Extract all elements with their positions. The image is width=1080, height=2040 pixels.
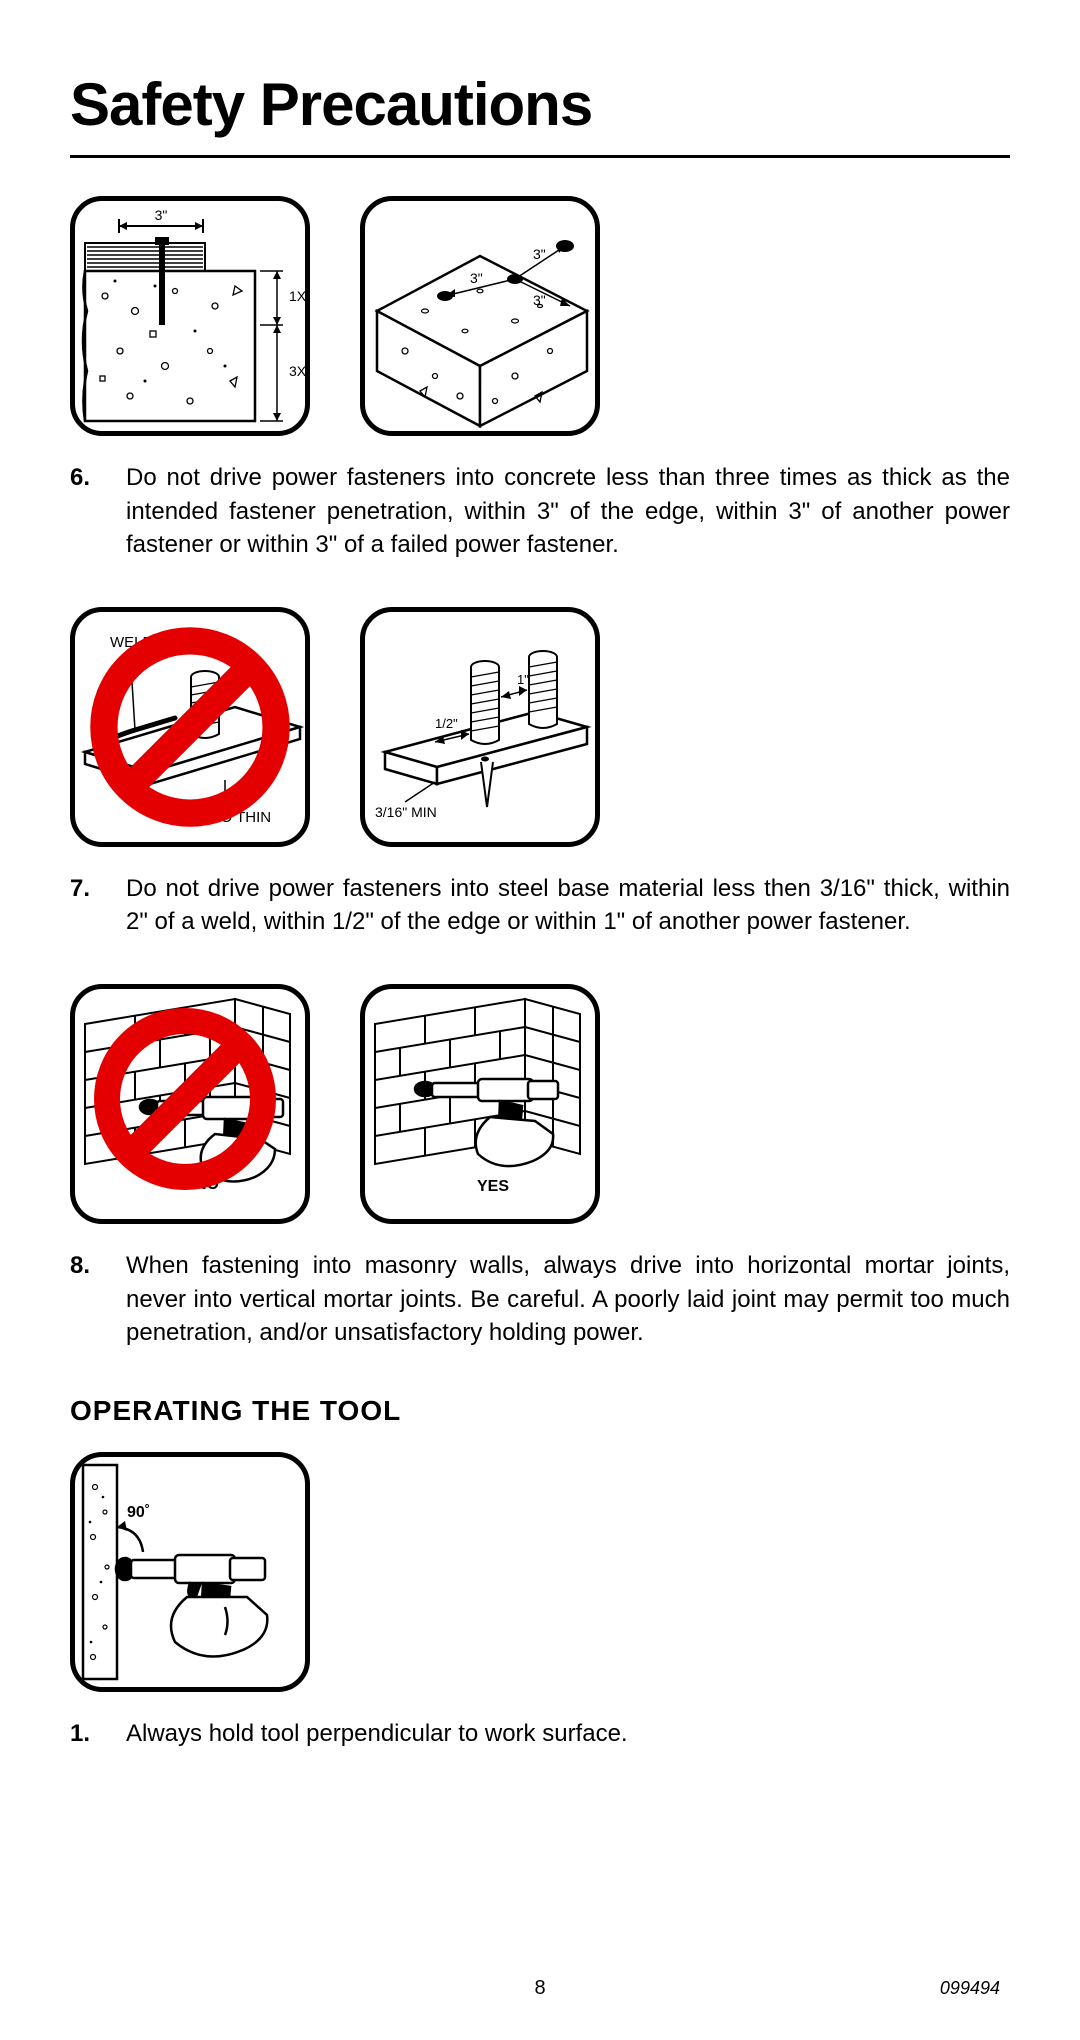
figure-steel-prohibited: WELD TOO THIN: [70, 607, 310, 847]
figure-masonry-wrong: NO: [70, 984, 310, 1224]
section-heading-operating: OPERATING THE TOOL: [70, 1395, 1010, 1427]
label-90deg: 90˚: [127, 1504, 150, 1521]
label-no: NO: [195, 1176, 219, 1193]
figure-row-2: WELD TOO THIN: [70, 607, 1010, 847]
figure-concrete-depth: 3": [70, 196, 310, 436]
figure-row-3: NO: [70, 984, 1010, 1224]
item-6-text: Do not drive power fasteners into concre…: [126, 461, 1010, 562]
item-6: 6. Do not drive power fasteners into con…: [70, 461, 1010, 562]
item-7-number: 7.: [70, 872, 104, 939]
item-8: 8. When fastening into masonry walls, al…: [70, 1249, 1010, 1350]
doc-number: 099494: [940, 1978, 1000, 1999]
label-too-thin: TOO THIN: [200, 809, 271, 826]
label-3in-c: 3": [533, 292, 546, 308]
label-half-inch: 1/2": [435, 716, 458, 731]
label-min-thick: 3/16" MIN: [375, 804, 437, 820]
label-3x: 3X: [289, 363, 305, 379]
item-op-1: 1. Always hold tool perpendicular to wor…: [70, 1717, 1010, 1751]
page-footer: 8 099494: [0, 1977, 1080, 2000]
item-8-text: When fastening into masonry walls, alway…: [126, 1249, 1010, 1350]
item-7-text: Do not drive power fasteners into steel …: [126, 872, 1010, 939]
page-number: 8: [534, 1977, 545, 2000]
label-3in-top: 3": [155, 207, 168, 223]
item-op-1-text: Always hold tool perpendicular to work s…: [126, 1717, 1010, 1751]
figure-steel-spacing: 1/2" 1" 3/16" MIN: [360, 607, 600, 847]
label-weld: WELD: [110, 634, 154, 651]
label-3in-b: 3": [533, 246, 546, 262]
page-title: Safety Precautions: [70, 70, 1010, 158]
label-yes: YES: [477, 1178, 509, 1195]
item-6-number: 6.: [70, 461, 104, 562]
figure-perpendicular: 90˚: [70, 1452, 310, 1692]
figure-masonry-correct: YES: [360, 984, 600, 1224]
figure-concrete-spacing: 3" 3" 3": [360, 196, 600, 436]
figure-row-4: 90˚: [70, 1452, 1010, 1692]
label-1x: 1X: [289, 288, 305, 304]
label-one-inch: 1": [517, 672, 529, 687]
item-op-1-number: 1.: [70, 1717, 104, 1751]
item-8-number: 8.: [70, 1249, 104, 1350]
figure-row-1: 3": [70, 196, 1010, 436]
item-7: 7. Do not drive power fasteners into ste…: [70, 872, 1010, 939]
label-3in-a: 3": [470, 270, 483, 286]
